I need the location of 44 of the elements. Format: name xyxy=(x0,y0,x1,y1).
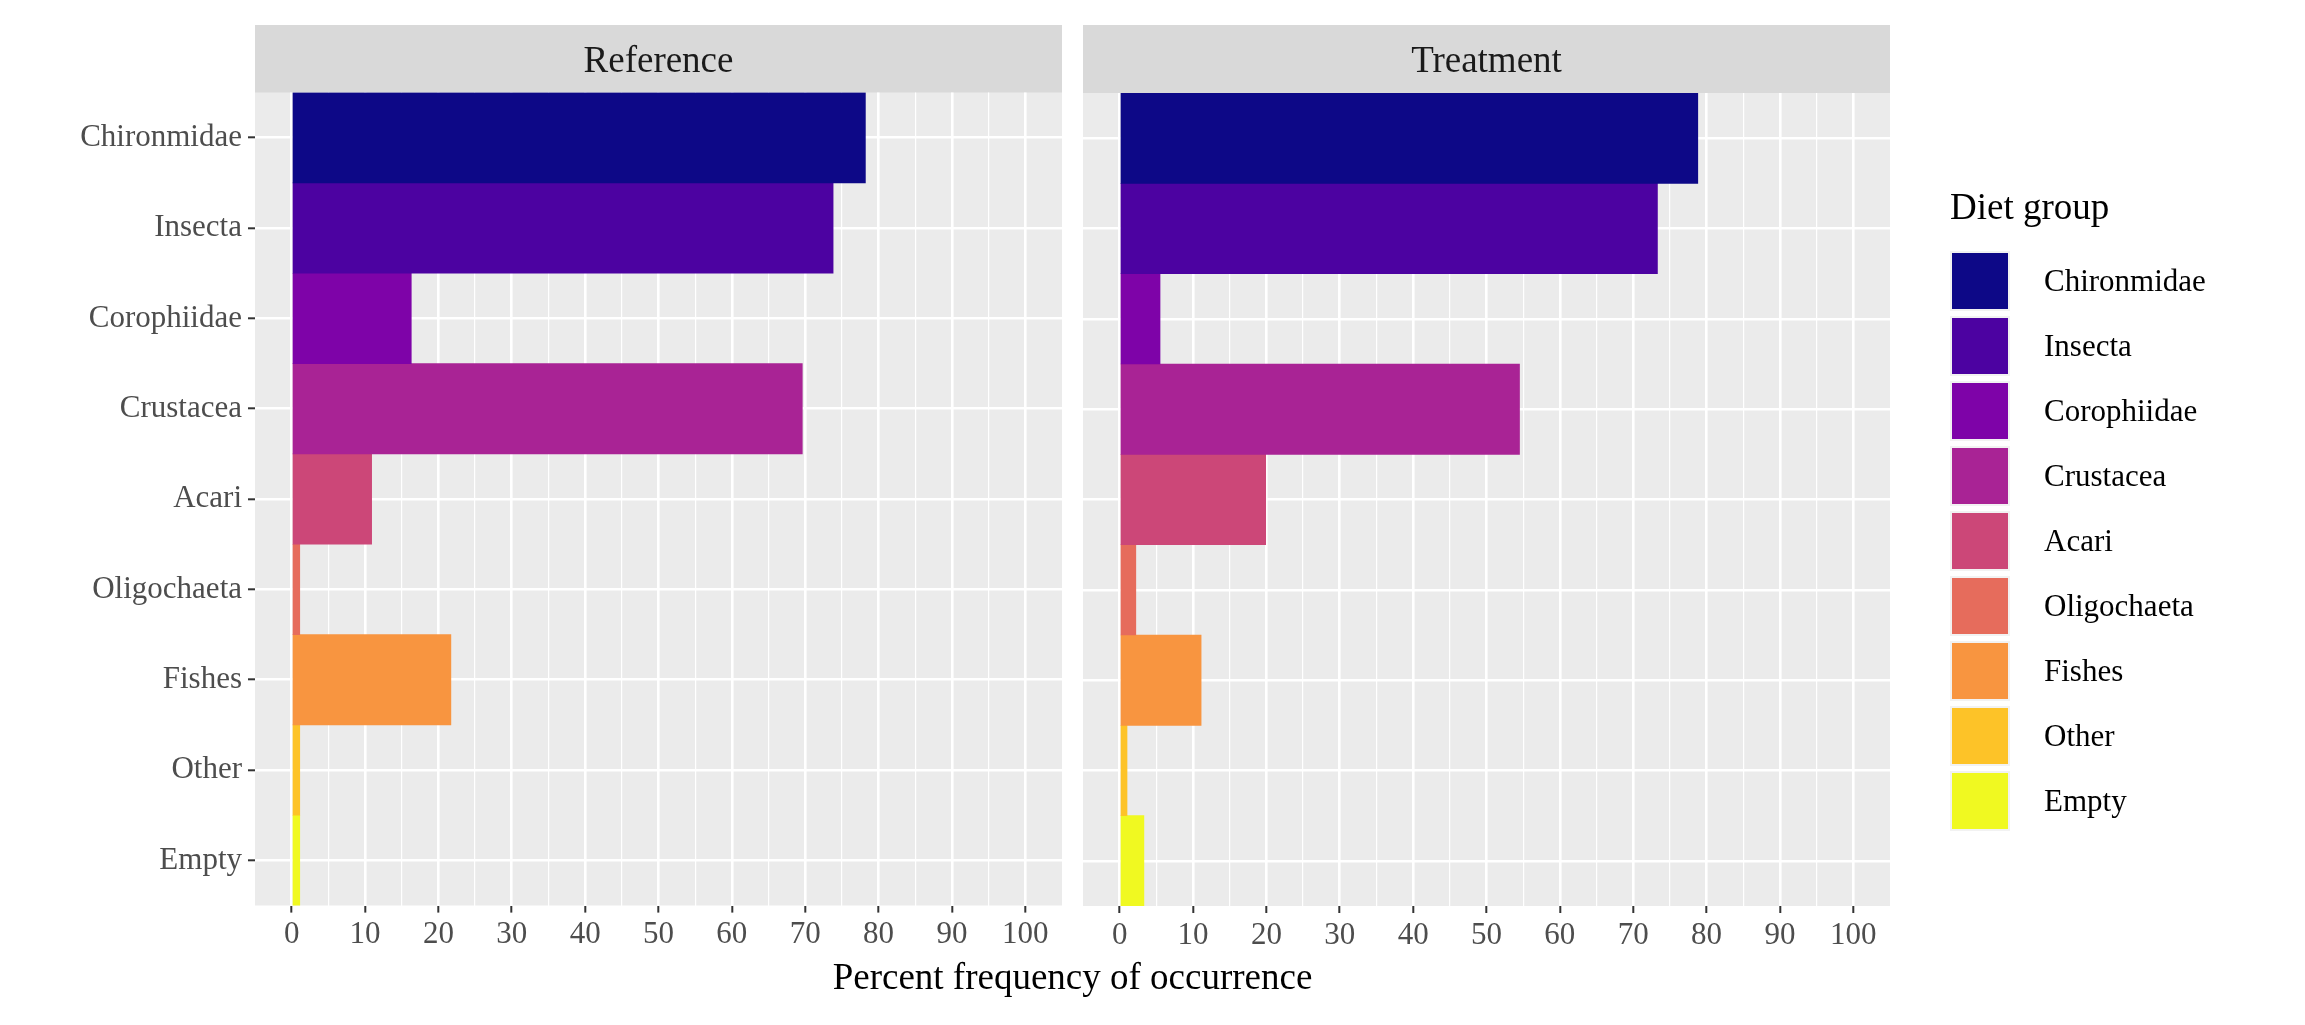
y-tick-label: Empty xyxy=(159,840,243,876)
y-tick-label: Insecta xyxy=(154,208,243,244)
x-tick-label: 100 xyxy=(1830,915,1877,951)
x-tick-label: 60 xyxy=(716,915,748,951)
legend-label: Corophiidae xyxy=(2044,393,2198,429)
y-tick-label: Acari xyxy=(173,479,243,515)
x-tick-label: 100 xyxy=(1002,915,1049,951)
x-tick-label: 70 xyxy=(1617,915,1649,951)
x-tick-label: 10 xyxy=(349,915,381,951)
x-tick-label: 50 xyxy=(1471,915,1502,951)
x-tick-label: 90 xyxy=(1764,915,1796,951)
y-tick-label: Corophiidae xyxy=(88,298,242,334)
y-tick-label: Crustacea xyxy=(119,389,243,425)
chart-title: Reference xyxy=(255,25,1062,93)
x-tick-label: 20 xyxy=(1250,915,1282,951)
legend-title: Diet group xyxy=(1950,185,2111,228)
legend-label: Crustacea xyxy=(2044,458,2167,494)
legend-label: Empty xyxy=(2044,783,2127,819)
legend-label: Oligochaeta xyxy=(2044,588,2194,624)
y-tick-label: Other xyxy=(171,750,243,786)
y-tick-label: Fishes xyxy=(162,660,242,696)
legend-label: Acari xyxy=(2044,523,2113,559)
chart-title: Treatment xyxy=(1083,25,1890,93)
x-tick-label: 30 xyxy=(496,915,528,951)
legend-label: Insecta xyxy=(2044,328,2132,364)
y-tick-label: Chironmidae xyxy=(80,118,242,154)
legend-label: Chironmidae xyxy=(2044,263,2206,299)
x-tick-label: 0 xyxy=(1111,915,1128,951)
x-tick-label: 60 xyxy=(1544,915,1576,951)
x-tick-label: 50 xyxy=(643,915,674,951)
x-tick-label: 80 xyxy=(863,915,895,951)
x-axis-title: Percent frequency of occurrence xyxy=(832,955,1313,998)
legend-label: Other xyxy=(2044,718,2115,754)
x-tick-label: 30 xyxy=(1324,915,1356,951)
y-tick-label: Oligochaeta xyxy=(92,569,243,605)
x-tick-label: 40 xyxy=(1397,915,1429,951)
x-tick-label: 0 xyxy=(283,915,300,951)
x-tick-label: 10 xyxy=(1177,915,1209,951)
x-tick-label: 20 xyxy=(422,915,454,951)
legend-label: Fishes xyxy=(2044,653,2124,689)
x-tick-label: 70 xyxy=(789,915,821,951)
x-tick-label: 40 xyxy=(569,915,601,951)
x-tick-label: 90 xyxy=(936,915,968,951)
x-tick-label: 80 xyxy=(1691,915,1723,951)
